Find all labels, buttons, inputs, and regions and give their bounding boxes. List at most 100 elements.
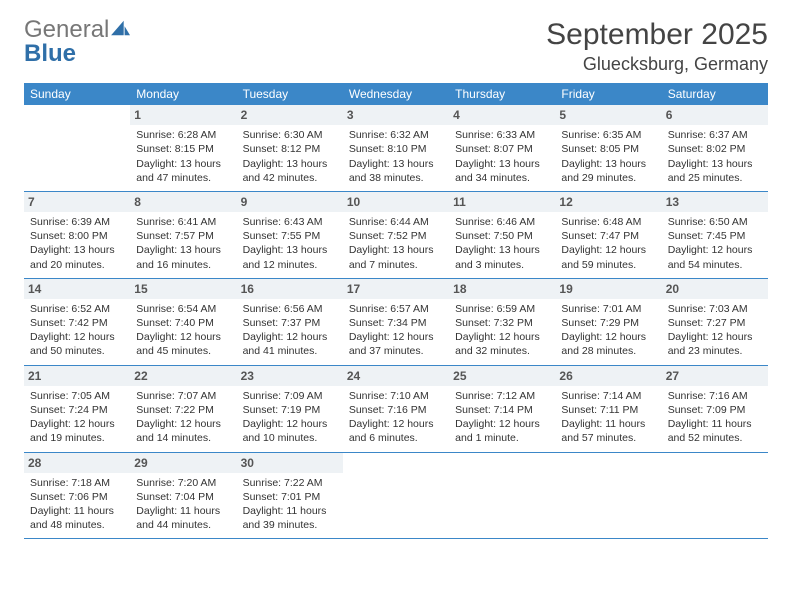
daylight-text: Daylight: 13 hours (136, 157, 230, 171)
day-cell: 3Sunrise: 6:32 AMSunset: 8:10 PMDaylight… (343, 105, 449, 191)
daylight-text: Daylight: 12 hours (30, 417, 124, 431)
day-number: 29 (130, 453, 236, 473)
sunrise-text: Sunrise: 7:01 AM (561, 302, 655, 316)
week-row: 21Sunrise: 7:05 AMSunset: 7:24 PMDayligh… (24, 366, 768, 453)
sunrise-text: Sunrise: 6:59 AM (455, 302, 549, 316)
day-cell: 24Sunrise: 7:10 AMSunset: 7:16 PMDayligh… (343, 366, 449, 452)
day-cell: 7Sunrise: 6:39 AMSunset: 8:00 PMDaylight… (24, 192, 130, 278)
header: GeneralBlue September 2025 Gluecksburg, … (24, 18, 768, 75)
calendar: Sunday Monday Tuesday Wednesday Thursday… (24, 83, 768, 539)
sunrise-text: Sunrise: 6:33 AM (455, 128, 549, 142)
weekday-header: Sunday (24, 83, 130, 105)
daylight-text: Daylight: 12 hours (243, 417, 337, 431)
week-row: 1Sunrise: 6:28 AMSunset: 8:15 PMDaylight… (24, 105, 768, 192)
sunset-text: Sunset: 8:10 PM (349, 142, 443, 156)
daylight-text: Daylight: 11 hours (243, 504, 337, 518)
daylight-text: and 14 minutes. (136, 431, 230, 445)
sunset-text: Sunset: 7:52 PM (349, 229, 443, 243)
day-number: 7 (24, 192, 130, 212)
day-number: 15 (130, 279, 236, 299)
daylight-text: Daylight: 11 hours (561, 417, 655, 431)
logo-sail-icon (111, 18, 131, 42)
sunrise-text: Sunrise: 7:05 AM (30, 389, 124, 403)
sunrise-text: Sunrise: 7:20 AM (136, 476, 230, 490)
daylight-text: Daylight: 12 hours (561, 243, 655, 257)
day-cell: 11Sunrise: 6:46 AMSunset: 7:50 PMDayligh… (449, 192, 555, 278)
day-number: 27 (662, 366, 768, 386)
weekday-header-row: Sunday Monday Tuesday Wednesday Thursday… (24, 83, 768, 105)
sunrise-text: Sunrise: 6:50 AM (668, 215, 762, 229)
day-number: 6 (662, 105, 768, 125)
daylight-text: Daylight: 12 hours (561, 330, 655, 344)
day-cell: 27Sunrise: 7:16 AMSunset: 7:09 PMDayligh… (662, 366, 768, 452)
daylight-text: and 7 minutes. (349, 258, 443, 272)
daylight-text: and 12 minutes. (243, 258, 337, 272)
weekday-header: Thursday (449, 83, 555, 105)
sunset-text: Sunset: 7:11 PM (561, 403, 655, 417)
day-number: 18 (449, 279, 555, 299)
daylight-text: Daylight: 13 hours (30, 243, 124, 257)
day-number: 14 (24, 279, 130, 299)
sunset-text: Sunset: 7:32 PM (455, 316, 549, 330)
daylight-text: Daylight: 13 hours (243, 243, 337, 257)
daylight-text: Daylight: 12 hours (136, 417, 230, 431)
day-cell (449, 453, 555, 539)
logo-text-general: General (24, 18, 109, 42)
sunset-text: Sunset: 8:05 PM (561, 142, 655, 156)
sunset-text: Sunset: 7:57 PM (136, 229, 230, 243)
sunset-text: Sunset: 7:34 PM (349, 316, 443, 330)
day-number: 26 (555, 366, 661, 386)
day-number: 5 (555, 105, 661, 125)
weekday-header: Wednesday (343, 83, 449, 105)
day-number: 25 (449, 366, 555, 386)
daylight-text: Daylight: 12 hours (349, 417, 443, 431)
daylight-text: and 32 minutes. (455, 344, 549, 358)
sunset-text: Sunset: 7:47 PM (561, 229, 655, 243)
logo: GeneralBlue (24, 18, 131, 66)
week-row: 14Sunrise: 6:52 AMSunset: 7:42 PMDayligh… (24, 279, 768, 366)
day-cell: 12Sunrise: 6:48 AMSunset: 7:47 PMDayligh… (555, 192, 661, 278)
sunset-text: Sunset: 8:02 PM (668, 142, 762, 156)
day-number: 3 (343, 105, 449, 125)
daylight-text: and 3 minutes. (455, 258, 549, 272)
sunset-text: Sunset: 7:42 PM (30, 316, 124, 330)
day-cell: 28Sunrise: 7:18 AMSunset: 7:06 PMDayligh… (24, 453, 130, 539)
daylight-text: Daylight: 11 hours (668, 417, 762, 431)
daylight-text: and 42 minutes. (243, 171, 337, 185)
daylight-text: Daylight: 12 hours (243, 330, 337, 344)
daylight-text: and 16 minutes. (136, 258, 230, 272)
sunset-text: Sunset: 7:45 PM (668, 229, 762, 243)
sunrise-text: Sunrise: 7:12 AM (455, 389, 549, 403)
sunset-text: Sunset: 7:40 PM (136, 316, 230, 330)
daylight-text: and 50 minutes. (30, 344, 124, 358)
sunrise-text: Sunrise: 6:43 AM (243, 215, 337, 229)
day-cell: 1Sunrise: 6:28 AMSunset: 8:15 PMDaylight… (130, 105, 236, 191)
sunrise-text: Sunrise: 7:10 AM (349, 389, 443, 403)
daylight-text: Daylight: 13 hours (243, 157, 337, 171)
day-number: 10 (343, 192, 449, 212)
daylight-text: Daylight: 13 hours (349, 157, 443, 171)
sunrise-text: Sunrise: 6:46 AM (455, 215, 549, 229)
day-number: 17 (343, 279, 449, 299)
sunrise-text: Sunrise: 7:22 AM (243, 476, 337, 490)
daylight-text: and 38 minutes. (349, 171, 443, 185)
daylight-text: and 54 minutes. (668, 258, 762, 272)
day-cell: 20Sunrise: 7:03 AMSunset: 7:27 PMDayligh… (662, 279, 768, 365)
day-cell: 9Sunrise: 6:43 AMSunset: 7:55 PMDaylight… (237, 192, 343, 278)
sunset-text: Sunset: 8:15 PM (136, 142, 230, 156)
day-number: 13 (662, 192, 768, 212)
day-number: 19 (555, 279, 661, 299)
day-number: 9 (237, 192, 343, 212)
daylight-text: Daylight: 12 hours (30, 330, 124, 344)
sunset-text: Sunset: 8:12 PM (243, 142, 337, 156)
daylight-text: and 41 minutes. (243, 344, 337, 358)
day-cell: 26Sunrise: 7:14 AMSunset: 7:11 PMDayligh… (555, 366, 661, 452)
daylight-text: and 1 minute. (455, 431, 549, 445)
sunset-text: Sunset: 7:22 PM (136, 403, 230, 417)
sunrise-text: Sunrise: 6:41 AM (136, 215, 230, 229)
daylight-text: Daylight: 12 hours (455, 417, 549, 431)
day-number: 30 (237, 453, 343, 473)
day-cell: 14Sunrise: 6:52 AMSunset: 7:42 PMDayligh… (24, 279, 130, 365)
daylight-text: and 48 minutes. (30, 518, 124, 532)
sunrise-text: Sunrise: 6:56 AM (243, 302, 337, 316)
